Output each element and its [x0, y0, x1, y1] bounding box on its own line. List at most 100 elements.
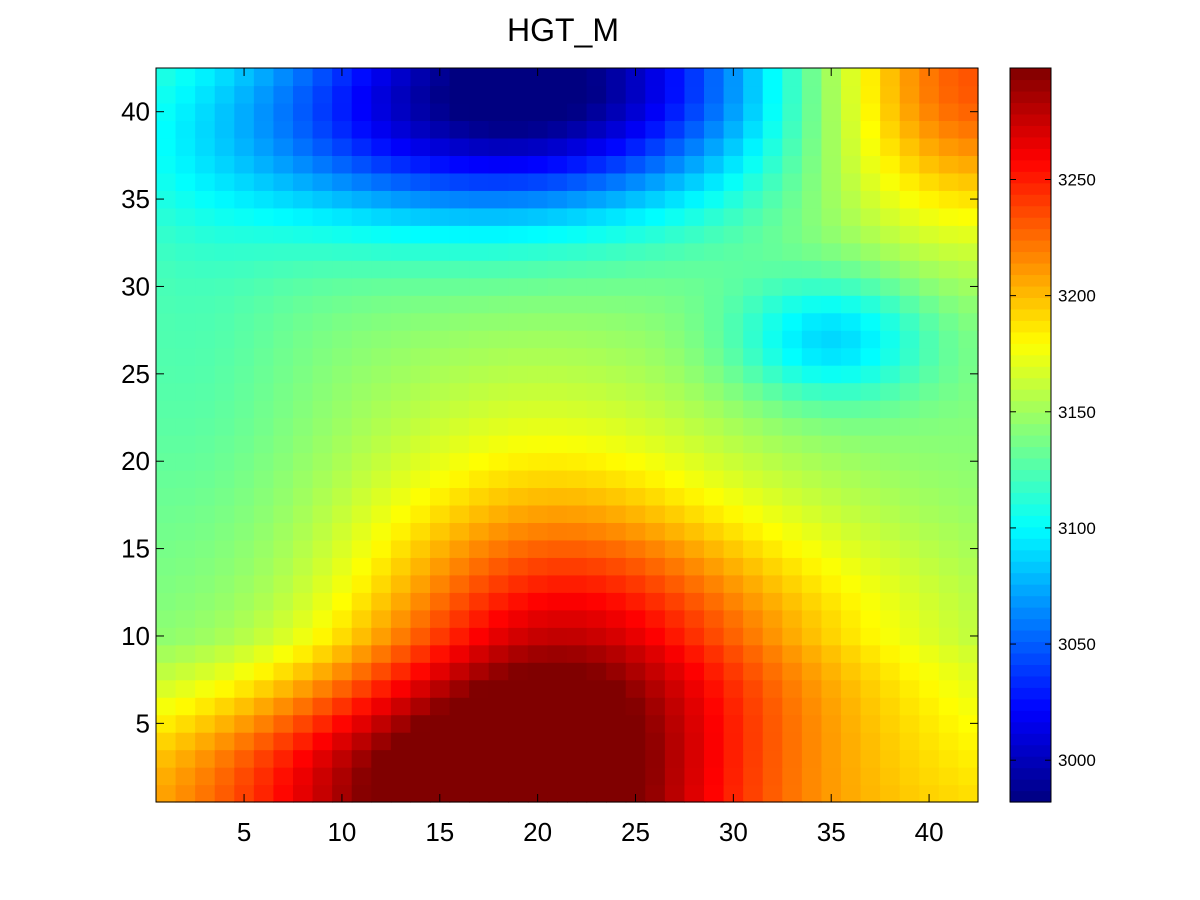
heatmap-cell — [606, 120, 627, 139]
heatmap-cell — [645, 732, 666, 751]
heatmap-cell — [821, 522, 842, 541]
heatmap-cell — [567, 627, 588, 646]
heatmap-cell — [253, 714, 275, 733]
heatmap-cell — [547, 644, 568, 663]
heatmap-cell — [508, 225, 529, 244]
heatmap-cell — [273, 662, 294, 681]
heatmap-cell — [175, 697, 196, 716]
heatmap-cell — [390, 557, 412, 576]
heatmap-cell — [567, 539, 588, 558]
heatmap-cell — [880, 120, 901, 139]
heatmap-cell — [899, 260, 920, 279]
heatmap-cell — [488, 330, 509, 349]
heatmap-cell — [958, 400, 979, 419]
heatmap-cell — [606, 452, 627, 471]
heatmap-cell — [488, 312, 509, 331]
heatmap-cell — [253, 609, 275, 628]
heatmap-cell — [195, 400, 216, 419]
heatmap-cell — [684, 714, 705, 733]
heatmap-cell — [801, 714, 823, 733]
heatmap-cell — [390, 452, 412, 471]
heatmap-cell — [175, 102, 196, 122]
colorbar-segment — [1010, 652, 1051, 665]
heatmap-cell — [743, 172, 764, 191]
heatmap-cell — [293, 400, 314, 419]
heatmap-cell — [645, 172, 666, 191]
heatmap-cell — [253, 68, 275, 87]
heatmap-cell — [625, 662, 646, 681]
heatmap-cell — [664, 592, 686, 611]
heatmap-cell — [664, 330, 686, 349]
heatmap-cell — [273, 714, 294, 733]
heatmap-cell — [645, 539, 666, 558]
heatmap-cell — [664, 260, 686, 279]
heatmap-cell — [214, 172, 235, 191]
heatmap-cell — [860, 609, 881, 628]
heatmap-cell — [821, 102, 842, 122]
heatmap-cell — [156, 697, 177, 716]
heatmap-cell — [195, 137, 216, 156]
heatmap-cell — [801, 207, 823, 226]
heatmap-cell — [156, 312, 177, 331]
heatmap-cell — [312, 172, 333, 191]
heatmap-cell — [880, 732, 901, 751]
heatmap-cell — [332, 522, 353, 541]
heatmap-cell — [371, 697, 392, 716]
heatmap-cell — [801, 102, 823, 122]
heatmap-cell — [195, 172, 216, 191]
heatmap-cell — [508, 68, 529, 87]
heatmap-cell — [899, 365, 920, 384]
heatmap-cell — [743, 102, 764, 122]
heatmap-cell — [723, 137, 744, 156]
heatmap-cell — [273, 557, 294, 576]
colorbar-segment — [1010, 102, 1051, 115]
heatmap-cell — [312, 155, 333, 174]
heatmap-cell — [782, 592, 803, 611]
heatmap-cell — [919, 225, 940, 244]
heatmap-cell — [821, 137, 842, 156]
heatmap-cell — [488, 784, 509, 803]
heatmap-cell — [704, 539, 725, 558]
colorbar-segment — [1010, 79, 1051, 92]
heatmap-cell — [958, 225, 979, 244]
heatmap-cell — [567, 347, 588, 366]
colorbar-segment — [1010, 182, 1051, 195]
heatmap-cell — [958, 68, 979, 87]
heatmap-cell — [723, 539, 744, 558]
heatmap-cell — [469, 347, 490, 366]
heatmap-cell — [488, 365, 509, 384]
heatmap-cell — [704, 557, 725, 576]
heatmap-cell — [684, 452, 705, 471]
heatmap-cell — [390, 312, 412, 331]
heatmap-cell — [899, 102, 920, 122]
heatmap-cell — [371, 592, 392, 611]
heatmap-cell — [488, 242, 509, 261]
heatmap-cell — [508, 487, 529, 506]
heatmap-cell — [684, 539, 705, 558]
colorbar-segment — [1010, 710, 1051, 723]
heatmap-cell — [527, 120, 549, 139]
heatmap-cell — [762, 365, 783, 384]
heatmap-cell — [919, 172, 940, 191]
heatmap-cell — [567, 382, 588, 401]
heatmap-cell — [899, 662, 920, 681]
heatmap-cell — [625, 207, 646, 226]
heatmap-cell — [723, 260, 744, 279]
heatmap-cell — [743, 592, 764, 611]
heatmap-cell — [547, 365, 568, 384]
heatmap-cell — [547, 190, 568, 209]
heatmap-cell — [293, 469, 314, 489]
heatmap-cell — [958, 557, 979, 576]
heatmap-cell — [801, 784, 823, 803]
heatmap-cell — [332, 155, 353, 174]
heatmap-cell — [488, 260, 509, 279]
heatmap-cell — [743, 260, 764, 279]
heatmap-cell — [351, 469, 372, 489]
heatmap-cell — [527, 102, 549, 122]
heatmap-cell — [253, 662, 275, 681]
heatmap-cell — [430, 557, 451, 576]
heatmap-cell — [351, 172, 372, 191]
heatmap-cell — [938, 504, 960, 523]
heatmap-cell — [351, 749, 372, 768]
heatmap-cell — [410, 330, 431, 349]
